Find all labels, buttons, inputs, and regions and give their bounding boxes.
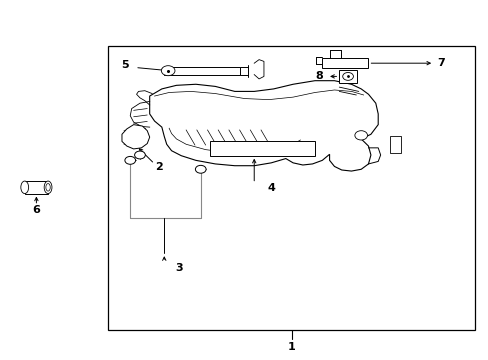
Ellipse shape: [46, 184, 50, 191]
Ellipse shape: [21, 181, 29, 194]
Bar: [164, 67, 239, 75]
Text: 2: 2: [155, 162, 163, 172]
Polygon shape: [122, 125, 149, 149]
Text: 4: 4: [267, 183, 275, 193]
Bar: [108, 46, 474, 330]
Circle shape: [134, 151, 145, 159]
Circle shape: [195, 165, 205, 173]
Bar: [389, 136, 400, 153]
Circle shape: [354, 131, 367, 140]
Bar: [322, 58, 368, 68]
Bar: [210, 141, 314, 156]
FancyBboxPatch shape: [339, 70, 356, 83]
Circle shape: [342, 72, 353, 80]
Circle shape: [124, 157, 135, 164]
Text: 7: 7: [437, 58, 445, 68]
Bar: [25, 181, 48, 194]
Text: 1: 1: [287, 342, 295, 352]
Ellipse shape: [44, 181, 52, 194]
Text: 6: 6: [32, 205, 40, 215]
Text: 8: 8: [314, 71, 322, 81]
Circle shape: [161, 66, 175, 76]
Text: 5: 5: [122, 60, 129, 70]
Polygon shape: [149, 81, 377, 171]
Text: 3: 3: [175, 262, 183, 273]
